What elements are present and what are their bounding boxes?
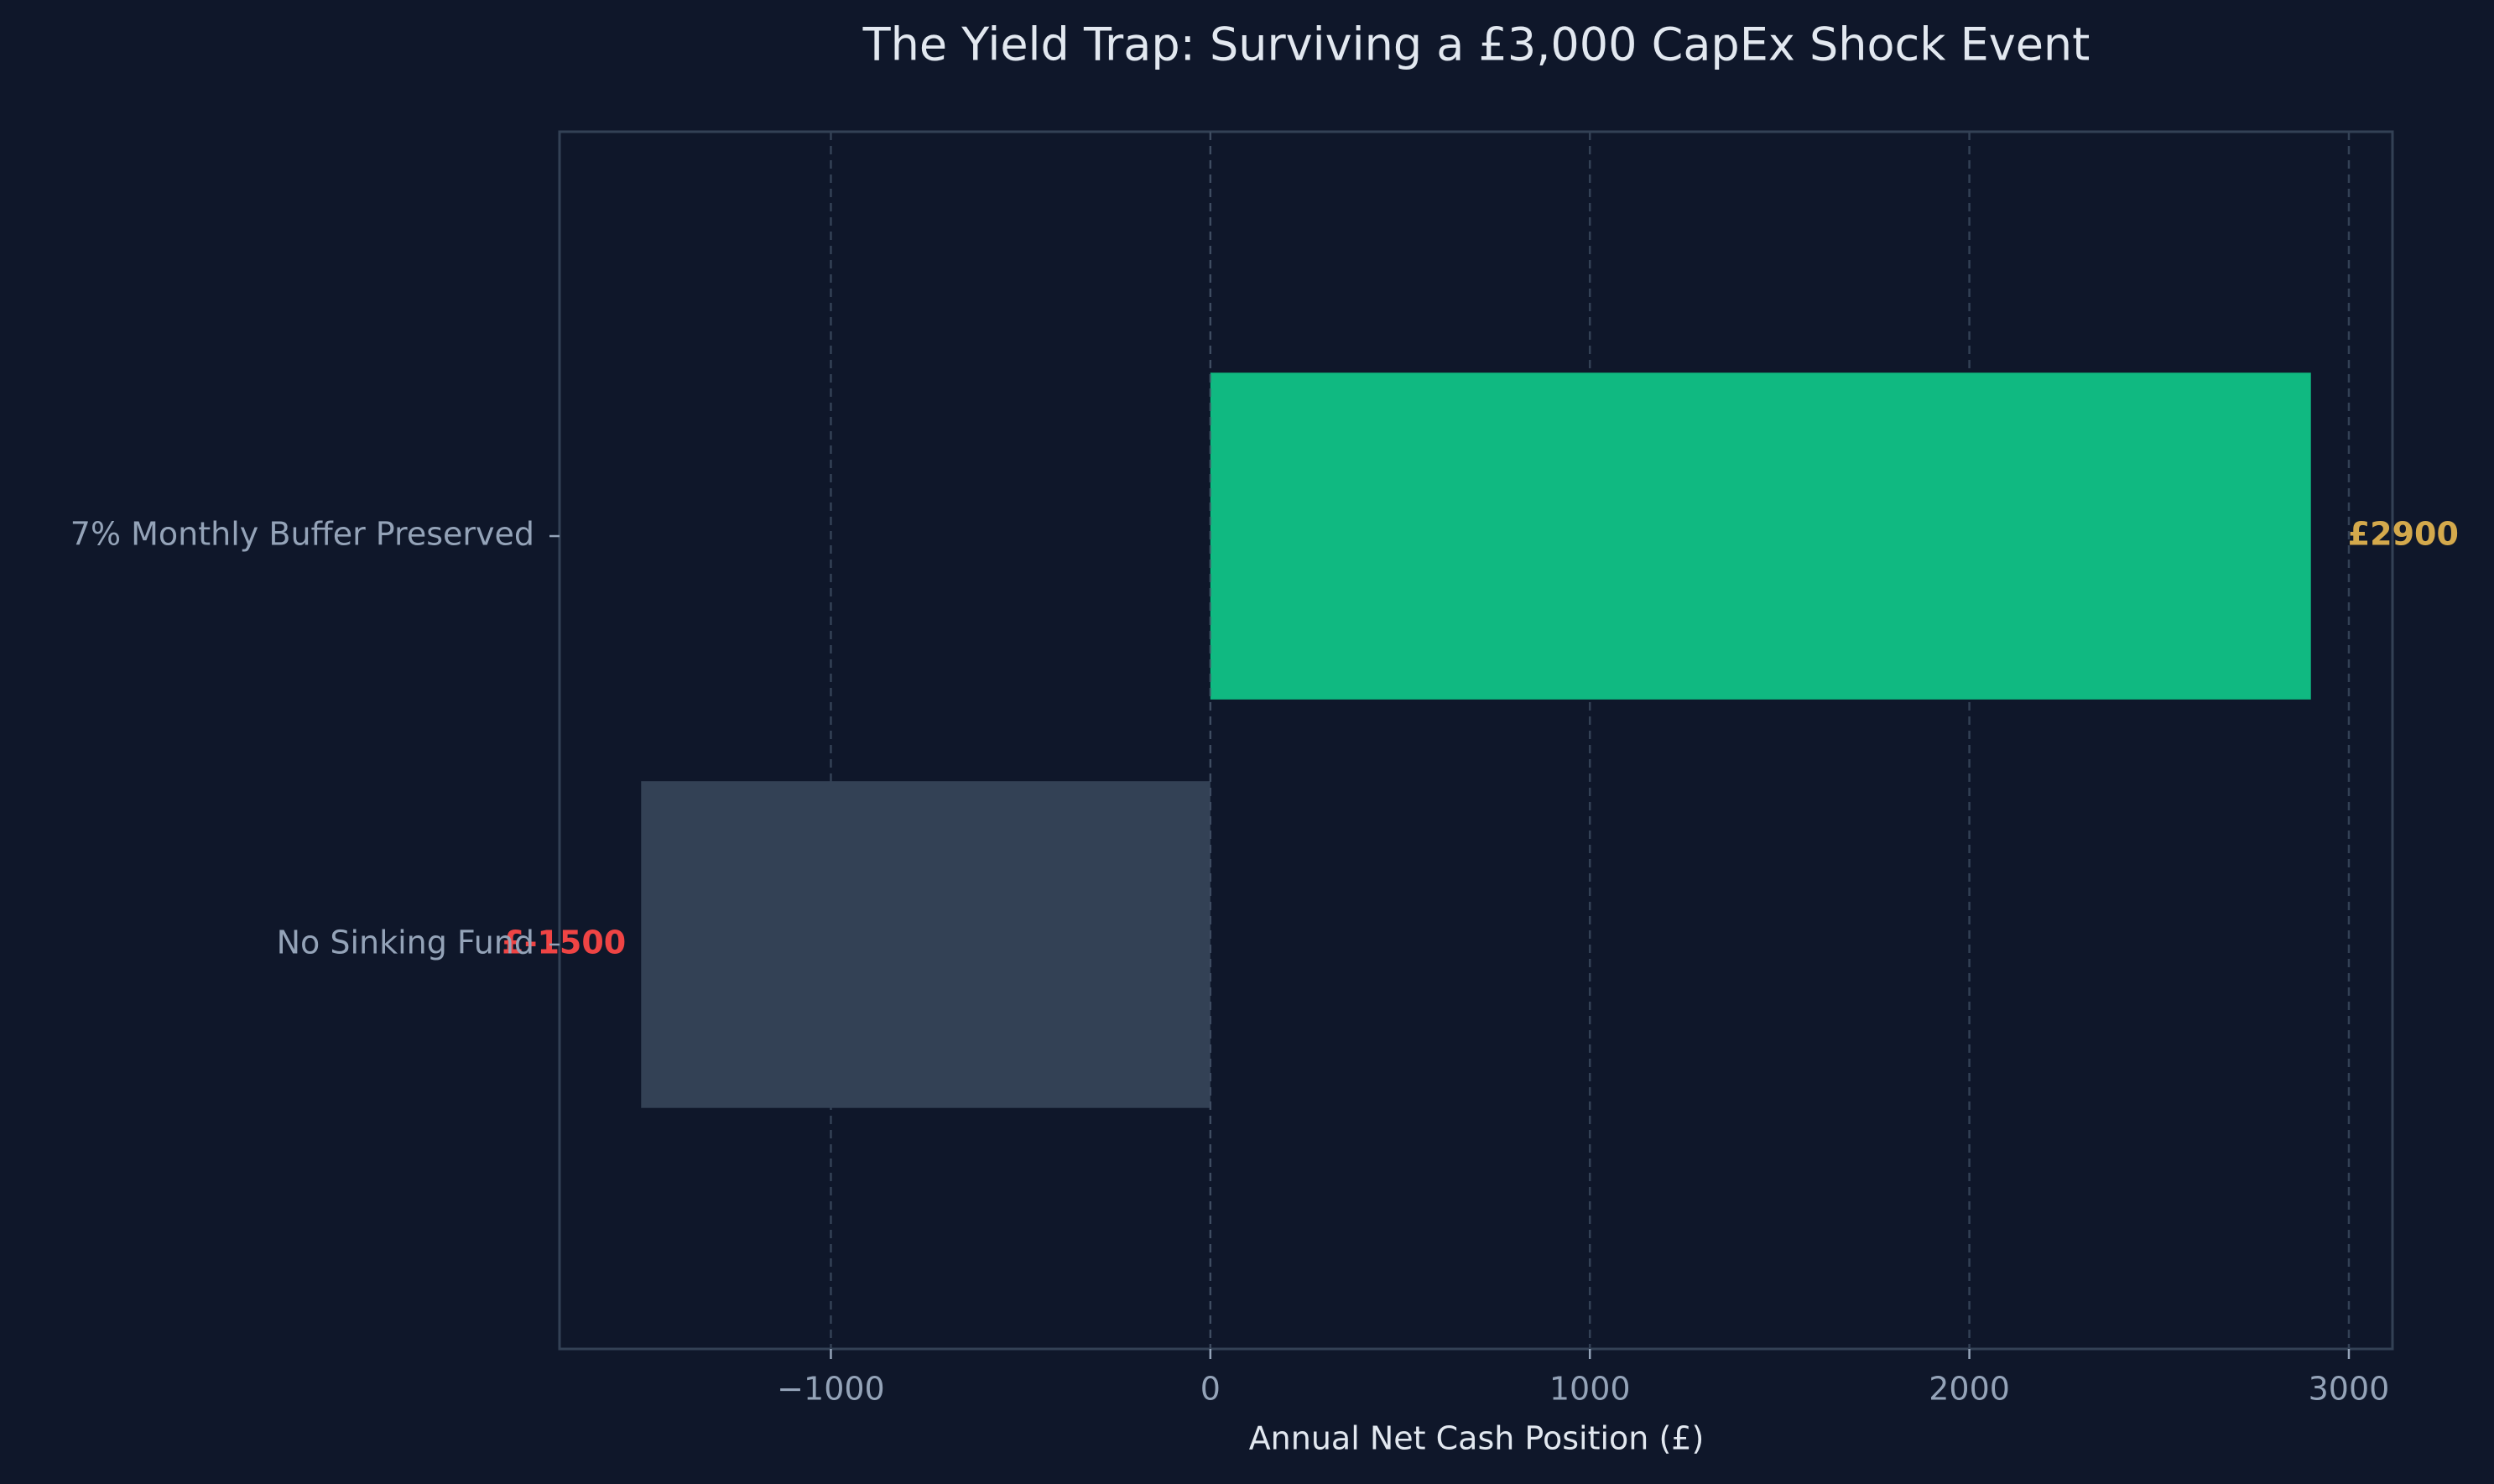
- x-tick-label: 1000: [1549, 1371, 1631, 1408]
- bar: [1210, 372, 2311, 700]
- x-tick-label: 0: [1200, 1371, 1221, 1408]
- x-tick-label: 2000: [1929, 1371, 2010, 1408]
- y-tick-label: No Sinking Fund: [277, 924, 534, 961]
- bar: [641, 781, 1211, 1108]
- x-axis-label: Annual Net Cash Position (£): [1249, 1420, 1705, 1457]
- y-tick-label: 7% Monthly Buffer Preserved: [70, 516, 534, 553]
- chart-title: The Yield Trap: Surviving a £3,000 CapEx…: [862, 18, 2090, 71]
- plot-frame: [558, 130, 2394, 1351]
- x-tick-label: 3000: [2309, 1371, 2390, 1408]
- value-label: £2900: [2348, 516, 2459, 553]
- x-tick-label: −1000: [777, 1371, 885, 1408]
- value-label: £-1500: [502, 924, 626, 961]
